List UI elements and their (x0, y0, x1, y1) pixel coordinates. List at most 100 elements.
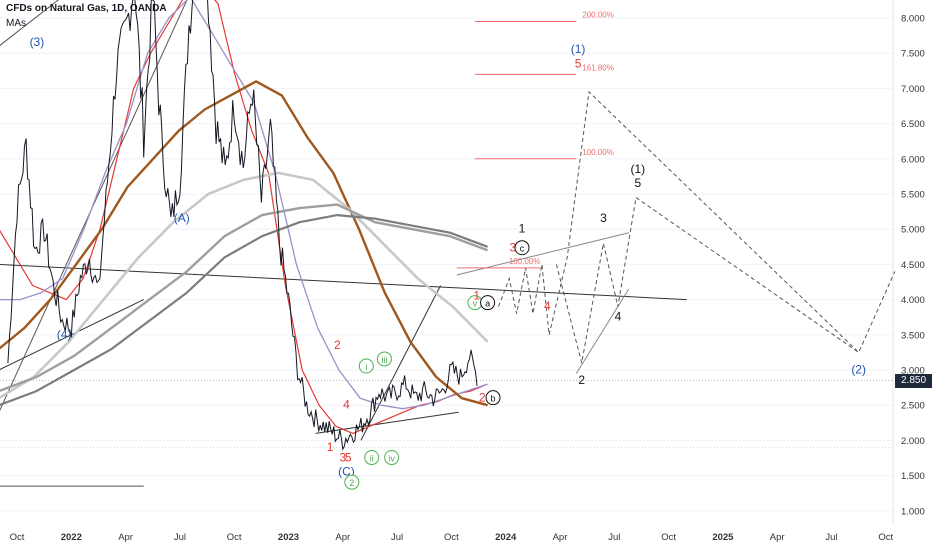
wave-label: v (473, 299, 478, 309)
y-tick-label: 8.000 (901, 14, 925, 25)
fib-label: 100.00% (509, 257, 541, 266)
wave-label: 5 (575, 56, 582, 70)
wave-label: 4 (343, 398, 350, 412)
x-tick-label: 2024 (495, 532, 517, 543)
x-tick-label: 2025 (712, 532, 734, 543)
wave-circle (376, 351, 392, 367)
price-series (7, 0, 478, 451)
x-tick-label: Oct (10, 532, 25, 543)
trendline (0, 0, 188, 412)
wave-label: 2 (349, 478, 354, 488)
wave-label: a (485, 299, 490, 309)
x-tick-label: Jul (825, 532, 837, 543)
x-tick-label: 2022 (61, 532, 82, 543)
trendline (315, 411, 459, 434)
wave-label: 2 (578, 373, 585, 387)
y-tick-label: 7.000 (901, 84, 925, 95)
wave-label: 1 (519, 222, 526, 236)
projection-alt-path (555, 196, 859, 364)
x-tick-label: Jul (174, 532, 186, 543)
fib-label: 161.80% (582, 63, 614, 72)
fib-levels: 200.00% 161.80% 100.00% 100.00% (456, 11, 614, 269)
x-tick-label: 2023 (278, 532, 299, 543)
wave-label: (2) (851, 363, 866, 377)
x-tick-label: Jul (608, 532, 620, 543)
chart-title: CFDs on Natural Gas, 1D, OANDA (6, 3, 167, 14)
wave-label: 2 (334, 338, 341, 352)
y-tick-label: 5.500 (901, 190, 925, 201)
x-tick-label: Oct (444, 532, 459, 543)
wave-label: 5 (634, 176, 641, 190)
y-tick-label: 1.000 (901, 506, 925, 517)
y-tick-label: 1.500 (901, 471, 925, 482)
wave-label: (1) (630, 162, 645, 176)
x-tick-label: Oct (661, 532, 676, 543)
ma-red (0, 0, 488, 434)
y-tick-label: 5.000 (901, 225, 925, 236)
wave-label: (A) (174, 211, 190, 225)
x-tick-label: Oct (227, 532, 242, 543)
y-tick-label: 3.500 (901, 330, 925, 341)
wave-circle (485, 390, 501, 406)
x-tick-label: Apr (118, 532, 133, 543)
projection-path (498, 90, 896, 354)
x-tick-label: Oct (878, 532, 893, 543)
fib-label: 200.00% (582, 11, 614, 20)
wave-label: (4) (57, 327, 72, 341)
wave-projection (498, 90, 896, 364)
wave-label: 4 (544, 299, 551, 313)
ma-darkgray (0, 214, 488, 406)
y-tick-label: 4.500 (901, 260, 925, 271)
wave-label: 2 (479, 391, 486, 405)
x-tick-label: Apr (335, 532, 350, 543)
ma-gray (0, 203, 489, 392)
moving-averages (0, 0, 489, 434)
wave-label: iii (381, 355, 387, 365)
grid (0, 17, 893, 512)
y-tick-label: 4.000 (901, 295, 925, 306)
y-axis: 1.000 1.500 2.000 2.500 3.000 3.500 4.000 4.500… (892, 0, 925, 525)
wave-label: 3 (339, 451, 346, 465)
wave-label: 3 (600, 211, 607, 225)
x-axis: Oct 2022 Apr Jul Oct 2023 Apr Jul Oct 2024 Apr Jul O… (10, 532, 894, 543)
trendline (360, 285, 441, 441)
y-tick-label: 2.500 (901, 401, 925, 412)
ma-lightgray (0, 171, 489, 400)
y-tick-label: 6.500 (901, 119, 925, 130)
trendline (575, 288, 630, 374)
y-tick-label: 2.000 (901, 436, 925, 447)
ma-purple (0, 0, 488, 410)
trendlines (0, 0, 687, 487)
x-tick-label: Apr (770, 532, 785, 543)
wave-label: i (365, 362, 367, 372)
wave-label: (3) (30, 35, 45, 49)
wave-circle (514, 240, 530, 256)
fib-label: 100.00% (582, 148, 614, 157)
wave-label: c (520, 244, 525, 254)
indicator-label[interactable]: MAs (6, 18, 26, 29)
trendline (0, 0, 60, 46)
wave-label: 4 (615, 310, 622, 324)
wave-label: b (491, 394, 496, 404)
wave-circle (358, 358, 374, 374)
wave-label: (1) (571, 42, 586, 56)
y-tick-label: 3.000 (901, 366, 925, 377)
wave-circle (364, 450, 380, 466)
last-price-tag: 2.850 (895, 374, 932, 388)
x-tick-label: Apr (553, 532, 568, 543)
trendline (0, 263, 687, 301)
ma-brown (0, 80, 488, 407)
wave-label: 5 (345, 451, 352, 465)
wave-circle (480, 295, 496, 311)
price-line (7, 0, 478, 451)
wave-circle (344, 474, 360, 490)
y-tick-label: 6.000 (901, 154, 925, 165)
wave-label: 1 (473, 289, 480, 303)
wave-label: ii (370, 454, 374, 464)
x-tick-label: Jul (391, 532, 403, 543)
wave-label: 3 (510, 241, 517, 255)
y-tick-label: 7.500 (901, 49, 925, 60)
wave-circle (384, 450, 400, 466)
